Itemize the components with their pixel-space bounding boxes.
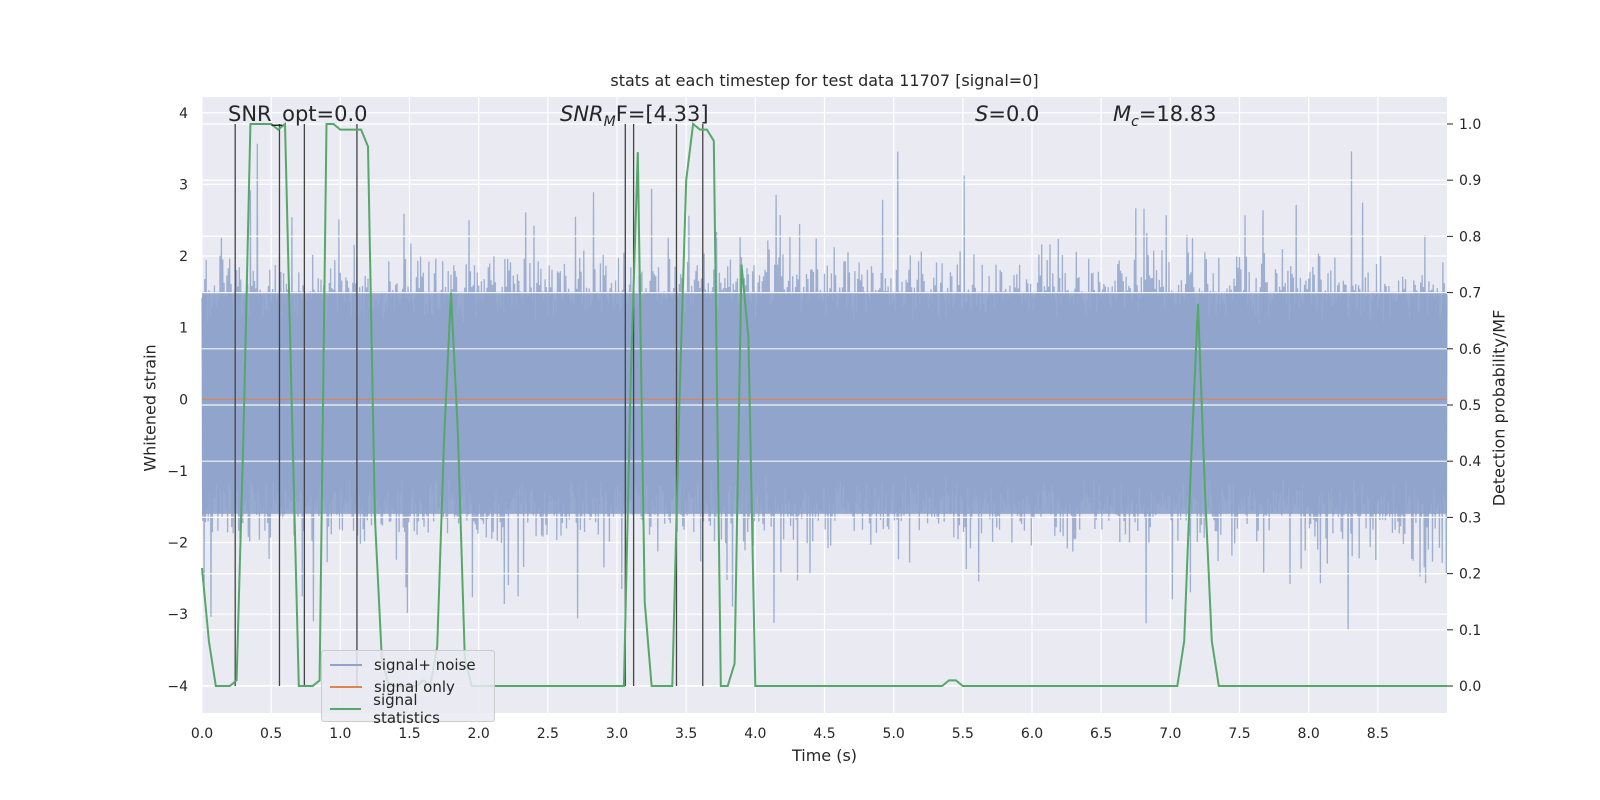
y-right-tick-label: 0.9 (1459, 173, 1481, 189)
y-right-tick-labels: 1.0 0.9 0.8 0.7 0.6 0.5 0.4 0.3 0.2 0.1 0.0 (1447, 117, 1481, 695)
x-tick-label: 6.5 (1090, 726, 1112, 742)
snr-mf-sub: M (603, 114, 616, 131)
x-tick-label: 5.0 (883, 726, 905, 742)
y-right-tick-label: 0.5 (1459, 398, 1481, 414)
x-tick-label: 3.0 (606, 726, 628, 742)
y-left-axis-label: Whitened strain (140, 344, 160, 472)
y-right-tick-label: 0.0 (1459, 679, 1481, 695)
annotation-mc: Mc=18.83 (1113, 102, 1217, 130)
chart-title: stats at each timestep for test data 117… (610, 71, 1039, 90)
legend-item-signal-noise: signal+ noise (330, 654, 486, 676)
y-left-tick-label: 1 (179, 321, 188, 337)
x-tick-label: 8.5 (1367, 726, 1389, 742)
x-tick-label: 0.0 (191, 726, 213, 742)
y-right-axis-label: Detection probability/MF (1489, 309, 1509, 507)
x-tick-label: 0.5 (260, 726, 282, 742)
snr-mf-value: F=[4.33] (615, 102, 709, 126)
y-right-tick-label: 0.8 (1459, 229, 1481, 245)
x-tick-label: 6.0 (1021, 726, 1043, 742)
annotation-snr-mf: SNRMF=[4.33] (560, 102, 709, 130)
s-value: =0.0 (988, 102, 1040, 126)
legend: signal+ noise signal only signal statist… (321, 650, 495, 727)
y-left-tick-label: 0 (179, 392, 188, 408)
y-right-tick-label: 0.2 (1459, 567, 1481, 583)
mc-value: =18.83 (1138, 102, 1217, 126)
x-tick-label: 5.5 (952, 726, 974, 742)
legend-label: signal statistics (373, 691, 440, 727)
legend-label: signal only (374, 678, 455, 696)
y-right-tick-label: 0.7 (1459, 286, 1481, 302)
series-signal-statistics (201, 121, 1447, 688)
mc-sub: c (1131, 114, 1139, 131)
y-left-tick-label: −1 (167, 464, 188, 480)
snr-mf-label: SNR (560, 102, 604, 126)
legend-label: signal+ noise (374, 656, 476, 674)
x-tick-label: 7.0 (1159, 726, 1181, 742)
legend-swatch (330, 664, 362, 666)
y-right-tick-label: 0.1 (1459, 623, 1481, 639)
y-right-tick-label: 0.3 (1459, 510, 1481, 526)
x-tick-label: 4.0 (744, 726, 766, 742)
y-left-tick-label: 4 (179, 106, 188, 122)
annotation-s: S=0.0 (975, 102, 1039, 126)
x-tick-label: 3.5 (675, 726, 697, 742)
y-left-tick-label: 2 (179, 249, 188, 265)
series-signal-noise (201, 123, 1448, 687)
y-left-tick-label: −3 (167, 607, 188, 623)
legend-swatch (330, 708, 362, 710)
y-right-tick-label: 0.4 (1459, 454, 1481, 470)
s-label: S (975, 102, 989, 126)
x-tick-label: 1.5 (398, 726, 420, 742)
series-band-signal-noise (202, 291, 1447, 514)
legend-item-signal-statistics: signal statistics (330, 691, 486, 727)
y-left-tick-label: −4 (167, 679, 188, 695)
x-tick-label: 2.0 (468, 726, 490, 742)
annotation-snr-opt: SNR_opt=0.0 (228, 102, 368, 126)
x-tick-label: 2.5 (537, 726, 559, 742)
legend-item-signal-only: signal only (330, 676, 486, 698)
x-tick-label: 1.0 (329, 726, 351, 742)
x-tick-label: 4.5 (813, 726, 835, 742)
y-right-tick-label: 0.6 (1459, 342, 1481, 358)
series-line-signal-statistics (201, 121, 1447, 688)
x-tick-label: 7.5 (1228, 726, 1250, 742)
vertical-markers (234, 123, 704, 687)
y-left-tick-label: −2 (167, 536, 188, 552)
mc-label: M (1113, 102, 1132, 126)
x-tick-label: 8.0 (1298, 726, 1320, 742)
y-left-tick-label: 3 (179, 177, 188, 193)
legend-swatch (330, 686, 362, 688)
x-tick-labels: 0.0 0.5 1.0 1.5 2.0 2.5 3.0 3.5 4.0 4.5 5.0 5.5 6.0 6… (191, 726, 1389, 742)
y-right-tick-label: 1.0 (1459, 117, 1481, 133)
x-axis-label: Time (s) (791, 746, 858, 765)
y-left-tick-labels: 4 3 2 1 0 −1 −2 −3 −4 (167, 106, 188, 695)
